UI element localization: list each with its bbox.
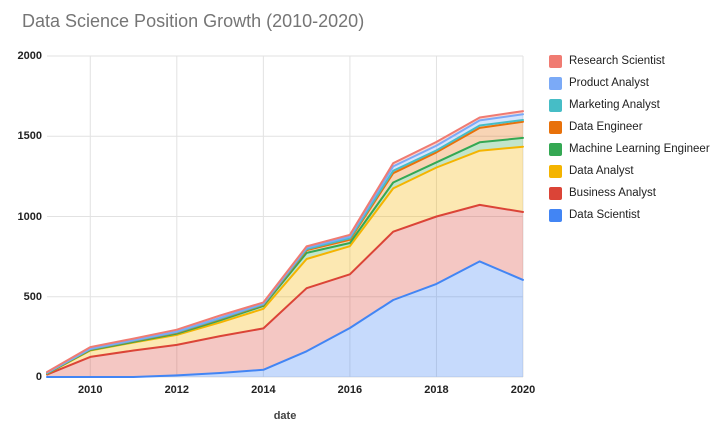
area-data-analyst <box>47 146 523 375</box>
x-tick-label-2016: 2016 <box>337 384 363 396</box>
area-data-scientist <box>47 261 523 377</box>
legend-item-research-scientist: Research Scientist <box>549 50 710 72</box>
x-tick-label-2012: 2012 <box>164 384 190 396</box>
legend-item-product-analyst: Product Analyst <box>549 72 710 94</box>
y-tick-label-1500: 1500 <box>17 130 42 143</box>
line-data-scientist <box>46 260 524 378</box>
y-tick-label-2000: 2000 <box>17 50 42 62</box>
legend-item-data-scientist: Data Scientist <box>549 204 710 226</box>
chart-title: Data Science Position Growth (2010-2020) <box>22 11 365 31</box>
legend-item-data-analyst: Data Analyst <box>549 160 710 182</box>
x-tick-label-2020: 2020 <box>510 384 536 396</box>
legend-label-product-analyst: Product Analyst <box>569 77 649 89</box>
legend-label-data-analyst: Data Analyst <box>569 165 634 177</box>
legend-label-data-scientist: Data Scientist <box>569 209 640 221</box>
x-tick-label-2010: 2010 <box>78 384 103 396</box>
legend-swatch-product-analyst <box>549 76 562 90</box>
area-business-analyst <box>47 204 523 377</box>
y-tick-label-500: 500 <box>23 290 42 303</box>
y-tick-label-1000: 1000 <box>17 210 42 223</box>
stacked-area-chart <box>46 55 524 378</box>
legend-item-marketing-analyst: Marketing Analyst <box>549 94 710 116</box>
legend-label-business-analyst: Business Analyst <box>569 187 656 199</box>
legend-label-marketing-analyst: Marketing Analyst <box>569 99 660 111</box>
legend-swatch-business-analyst <box>549 186 562 200</box>
legend-swatch-research-scientist <box>549 54 562 68</box>
y-tick-label-0: 0 <box>35 371 42 383</box>
legend-item-machine-learning-engineer: Machine Learning Engineer <box>549 138 710 160</box>
legend-swatch-marketing-analyst <box>549 98 562 112</box>
x-tick-label-2014: 2014 <box>251 384 276 396</box>
legend-label-machine-learning-engineer: Machine Learning Engineer <box>569 143 710 155</box>
x-axis-title: date <box>273 410 297 422</box>
legend-item-business-analyst: Business Analyst <box>549 182 710 204</box>
legend-swatch-machine-learning-engineer <box>549 142 562 156</box>
legend-label-research-scientist: Research Scientist <box>569 55 665 67</box>
line-research-scientist <box>46 110 524 373</box>
legend-swatch-data-engineer <box>549 120 562 134</box>
x-tick-label-2018: 2018 <box>424 384 449 396</box>
legend-swatch-data-analyst <box>549 164 562 178</box>
chart-legend: Research Scientist Product Analyst Marketi… <box>549 50 710 226</box>
line-business-analyst <box>46 203 524 376</box>
legend-item-data-engineer: Data Engineer <box>549 116 710 138</box>
legend-swatch-data-scientist <box>549 208 562 222</box>
legend-label-data-engineer: Data Engineer <box>569 121 643 133</box>
